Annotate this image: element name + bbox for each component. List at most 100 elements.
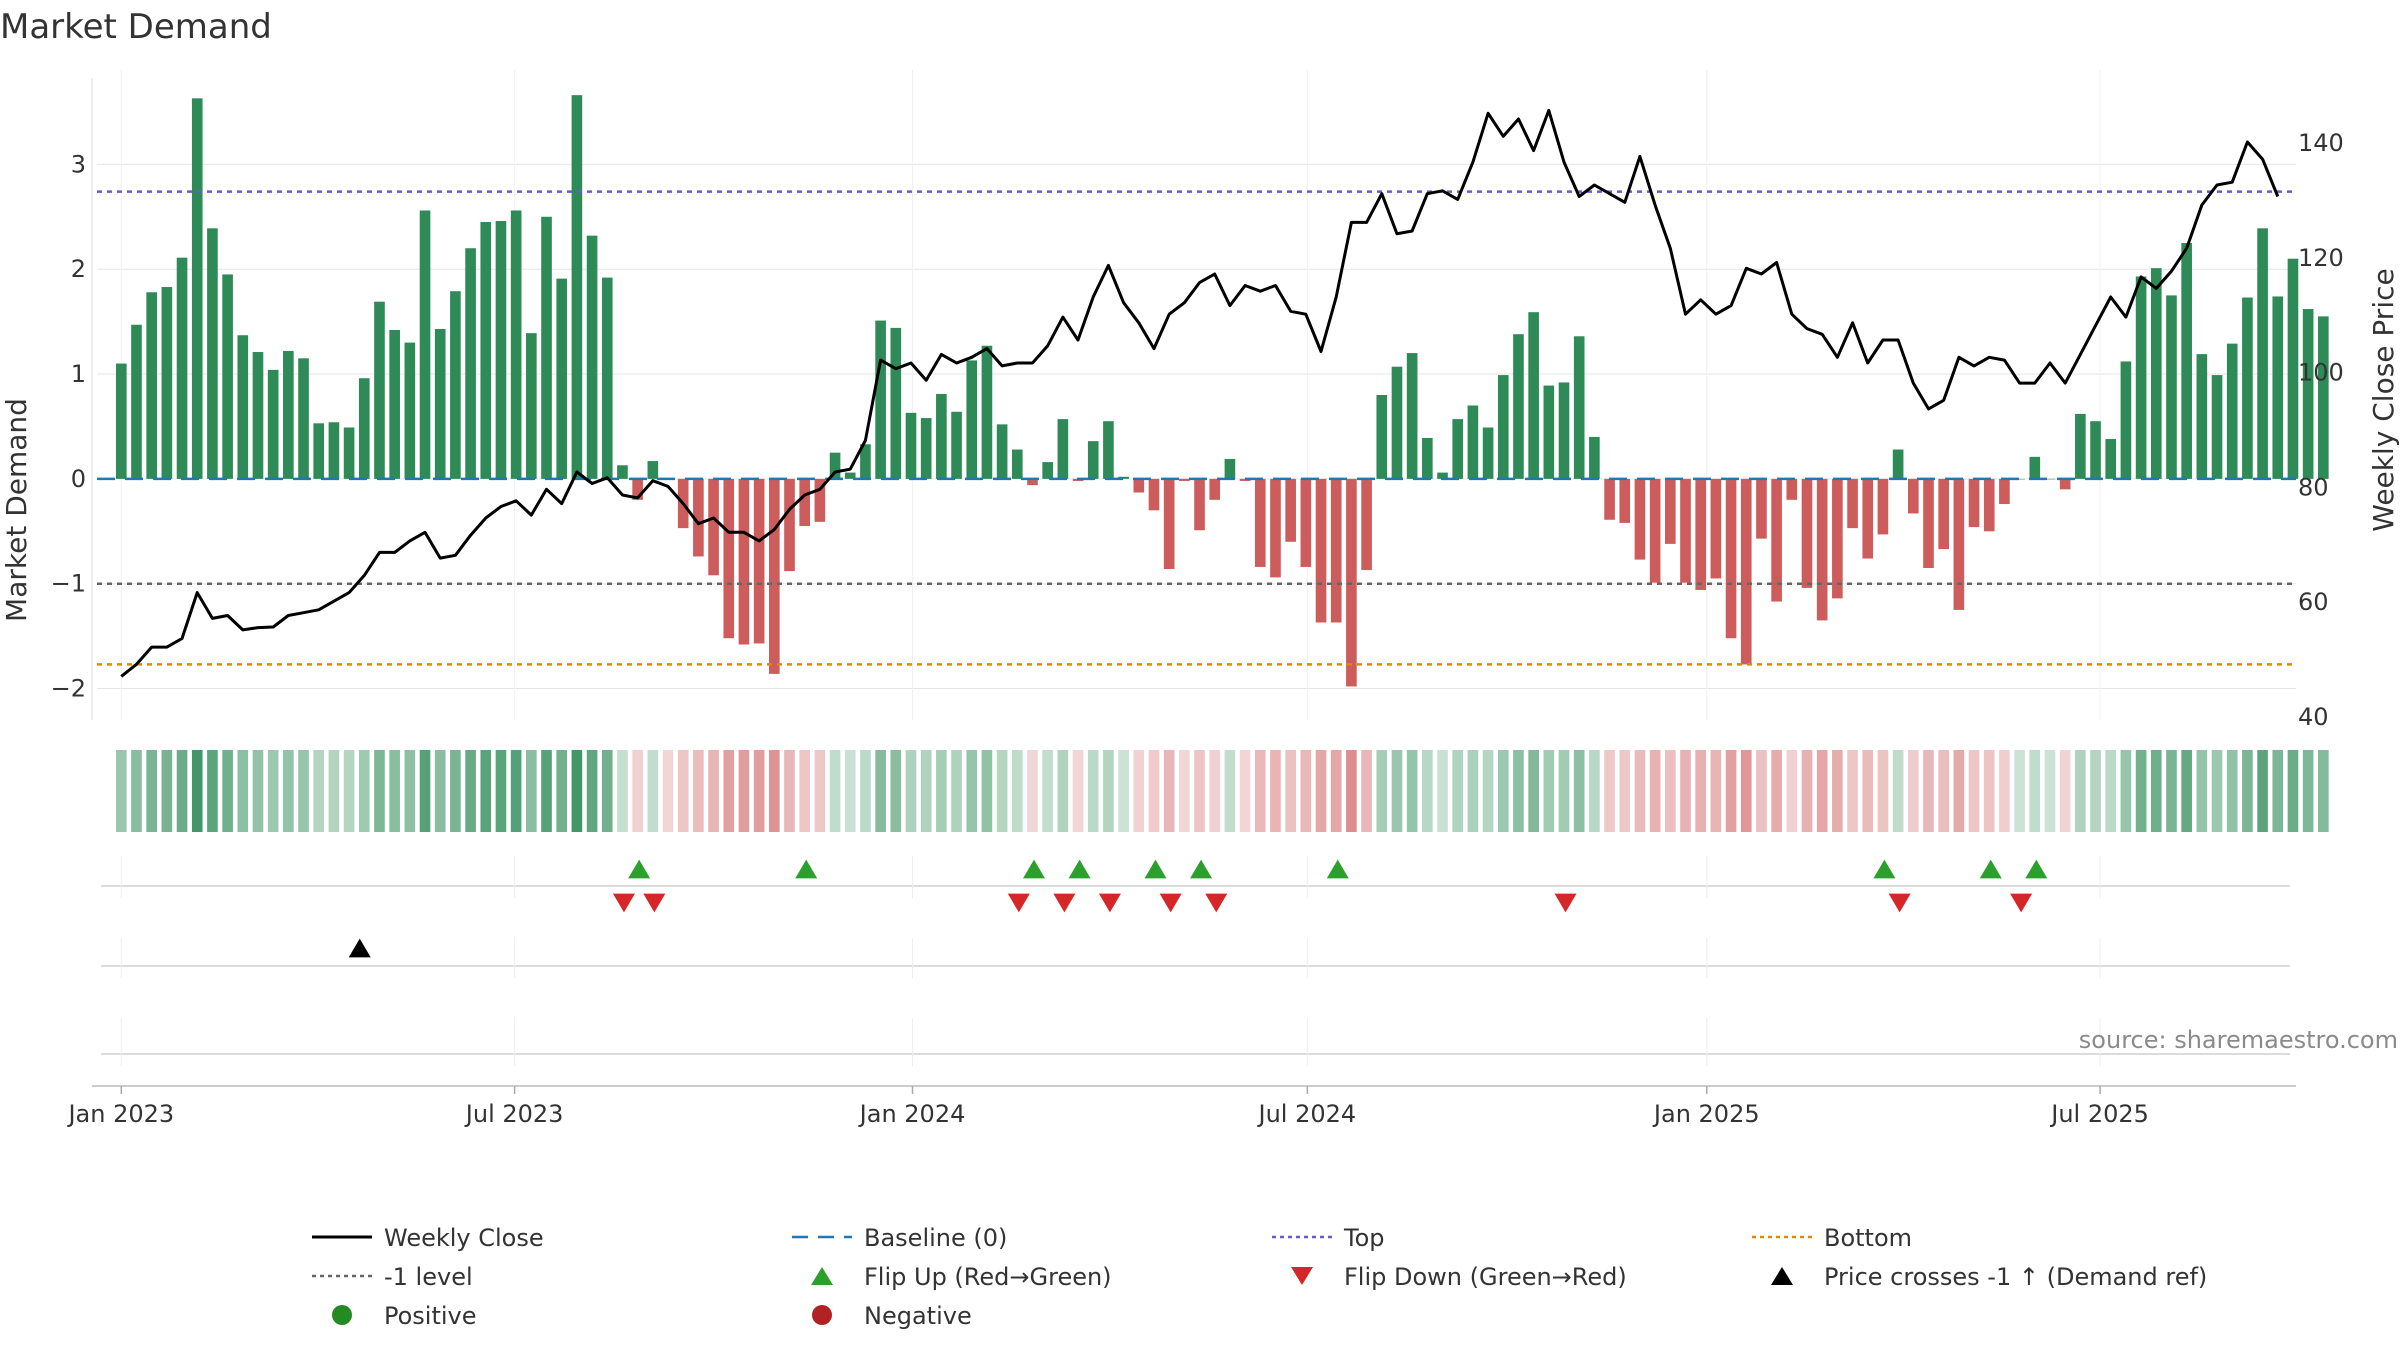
demand-bar <box>2059 478 2071 490</box>
heat-cell <box>1482 750 1494 832</box>
demand-bar <box>708 478 719 576</box>
heat-cell <box>1497 750 1509 832</box>
y2-tick-label: 60 <box>2298 588 2329 616</box>
demand-bar <box>2075 413 2086 479</box>
heat-cell <box>844 750 856 832</box>
demand-bar <box>2166 295 2177 479</box>
heat-cell <box>905 750 917 832</box>
demand-bar <box>404 342 416 479</box>
legend-label: -1 level <box>384 1263 473 1291</box>
legend-label: Flip Down (Green→Red) <box>1344 1263 1627 1291</box>
demand-bar <box>1695 478 1707 590</box>
heat-cell <box>404 750 416 832</box>
heat-cell <box>1771 750 1782 832</box>
heat-cell <box>191 750 203 832</box>
demand-bar <box>298 358 309 479</box>
demand-bar <box>465 248 476 479</box>
x-axis: Jan 2023 Jul 2023 Jan 2024 Jul 2024 Jan 2025… <box>66 1085 2296 1128</box>
heat-cell <box>1057 750 1069 832</box>
heat-cell <box>662 750 674 832</box>
demand-bar <box>2287 258 2299 479</box>
flip-down-marker <box>612 893 635 913</box>
heat-cell <box>875 750 886 832</box>
demand-bar <box>1649 478 1661 583</box>
y2-tick-label: 100 <box>2298 359 2344 387</box>
demand-bar <box>2318 316 2329 479</box>
demand-bar <box>267 369 279 479</box>
demand-bar <box>1179 478 1190 481</box>
heat-cell <box>1027 750 1038 832</box>
demand-bar <box>647 461 659 479</box>
heat-cell <box>1786 750 1798 832</box>
demand-bar <box>283 350 294 479</box>
heat-cell <box>2120 750 2132 832</box>
demand-bar <box>1604 478 1615 520</box>
flip-up-marker <box>1068 859 1091 879</box>
y-axis-label: Market Demand <box>0 398 33 622</box>
x-tick-label: Jan 2023 <box>66 1100 174 1128</box>
flip-up-marker <box>795 859 818 879</box>
demand-bar <box>389 330 400 479</box>
demand-bar <box>1999 478 2010 505</box>
heat-cell <box>298 750 309 832</box>
demand-bar <box>875 320 886 479</box>
weekly-close-line <box>120 108 2280 678</box>
heat-cell <box>1194 750 1205 832</box>
demand-bar <box>1497 375 1509 479</box>
heat-cell <box>1862 750 1874 832</box>
demand-bar <box>115 363 127 479</box>
demand-bar <box>1300 478 1312 567</box>
demand-bar <box>1801 478 1813 588</box>
heat-cell <box>374 750 385 832</box>
heat-cell <box>115 750 127 832</box>
heat-cell <box>2059 750 2071 832</box>
heat-cell <box>1467 750 1479 832</box>
demand-bar <box>131 324 142 479</box>
heat-cell <box>1103 750 1114 832</box>
heat-cell <box>1376 750 1388 832</box>
y2-tick-label: 120 <box>2298 244 2344 272</box>
heat-cell <box>920 750 932 832</box>
demand-bar <box>601 277 613 479</box>
legend-item: Positive <box>332 1302 477 1330</box>
heat-cell <box>693 750 704 832</box>
demand-bar <box>844 472 856 479</box>
demand-bar <box>176 257 188 479</box>
demand-bar <box>1467 405 1479 479</box>
heat-cell <box>2302 750 2314 832</box>
demand-bar <box>2135 276 2147 479</box>
demand-bar <box>237 335 249 479</box>
legend: Weekly Close Baseline (0) Top Bottom -1 leve… <box>312 1224 2207 1330</box>
legend-item: Baseline (0) <box>792 1224 1007 1252</box>
circle-icon <box>812 1305 832 1325</box>
demand-bar <box>2014 478 2025 480</box>
circle-icon <box>332 1305 352 1325</box>
heat-cell <box>860 750 871 832</box>
flip-up-marker <box>2025 859 2048 879</box>
y-tick-label: 0 <box>71 465 86 493</box>
legend-label: Positive <box>384 1302 477 1330</box>
demand-bar <box>1224 458 1236 479</box>
heat-cell <box>2181 750 2192 832</box>
heat-cell <box>358 750 370 832</box>
heat-cell <box>1422 750 1433 832</box>
heat-cell <box>146 750 157 832</box>
legend-label: Flip Up (Red→Green) <box>864 1263 1112 1291</box>
demand-bar <box>951 411 962 479</box>
heat-cell <box>389 750 400 832</box>
heat-cell <box>419 750 431 832</box>
heat-cell <box>1543 750 1555 832</box>
price-cross-marker <box>348 938 371 958</box>
demand-bar <box>2150 268 2162 479</box>
heat-cell <box>1406 750 1418 832</box>
demand-bar <box>1042 462 1053 479</box>
heat-cell <box>936 750 947 832</box>
heat-cell <box>1816 750 1828 832</box>
heat-cell <box>1740 750 1752 832</box>
flip-down-marker <box>1554 893 1577 913</box>
flip-up-marker <box>628 859 651 879</box>
heat-cell <box>131 750 142 832</box>
heat-cell <box>1877 750 1889 832</box>
demand-bar <box>374 301 385 479</box>
